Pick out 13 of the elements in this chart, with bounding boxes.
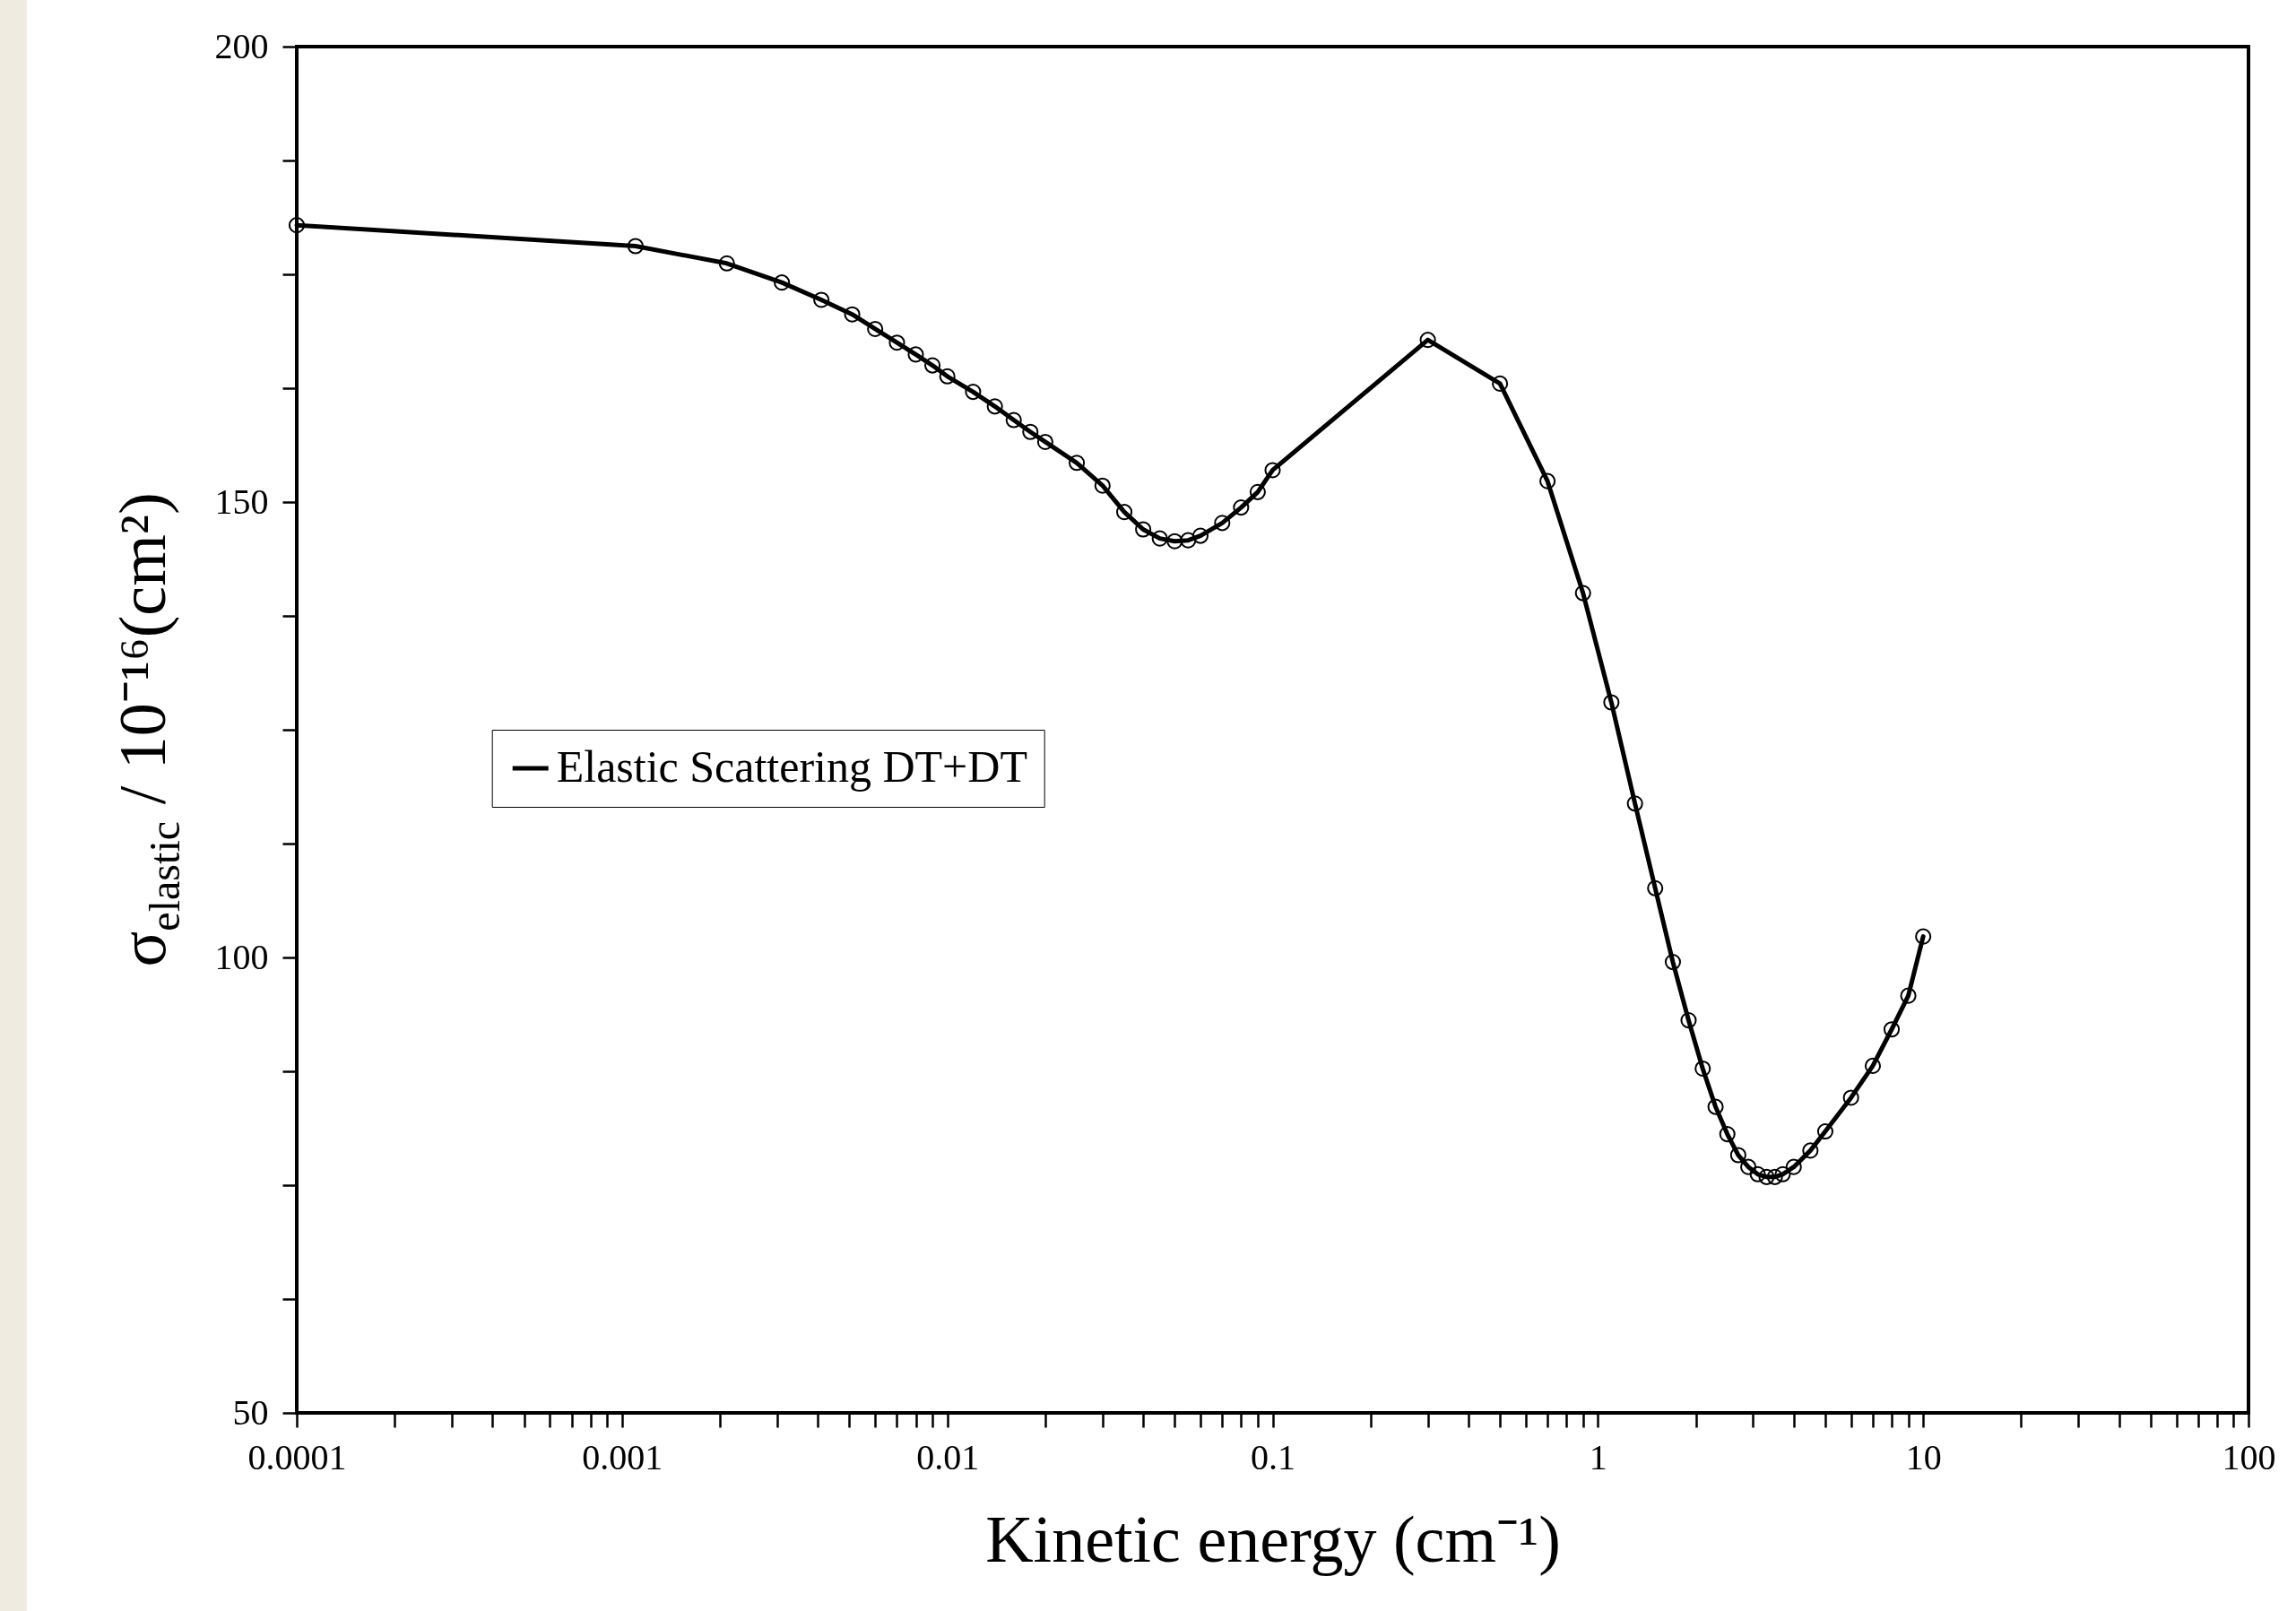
y-tick-label: 200 [214, 25, 269, 66]
x-tick-label: 1 [1589, 1436, 1607, 1477]
x-tick-label: 0.01 [916, 1436, 980, 1477]
x-axis-title: Kinetic energy (cm⁻¹) [985, 1503, 1561, 1576]
x-tick-label: 0.1 [1251, 1436, 1295, 1477]
x-tick-label: 10 [1905, 1436, 1942, 1477]
legend-label: Elastic Scattering DT+DT [556, 741, 1027, 792]
x-tick-label: 0.0001 [247, 1436, 347, 1477]
y-tick-label: 50 [232, 1391, 269, 1433]
x-tick-label: 100 [2222, 1436, 2276, 1477]
y-tick-label: 150 [214, 481, 269, 522]
x-tick-label: 0.001 [582, 1436, 663, 1477]
y-tick-label: 100 [214, 936, 269, 977]
